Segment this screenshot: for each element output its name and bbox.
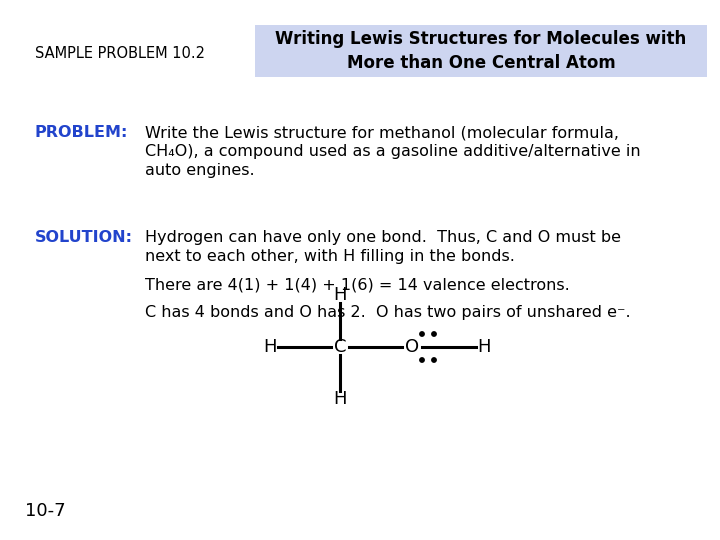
Text: Hydrogen can have only one bond.  Thus, C and O must be: Hydrogen can have only one bond. Thus, C… — [145, 230, 621, 245]
Circle shape — [420, 358, 424, 362]
Text: Write the Lewis structure for methanol (molecular formula,: Write the Lewis structure for methanol (… — [145, 125, 619, 140]
Text: SOLUTION:: SOLUTION: — [35, 230, 133, 245]
Text: auto engines.: auto engines. — [145, 163, 255, 178]
Text: next to each other, with H filling in the bonds.: next to each other, with H filling in th… — [145, 249, 515, 264]
Text: SAMPLE PROBLEM 10.2: SAMPLE PROBLEM 10.2 — [35, 45, 205, 60]
Text: 10-7: 10-7 — [25, 502, 66, 520]
Text: Writing Lewis Structures for Molecules with
More than One Central Atom: Writing Lewis Structures for Molecules w… — [275, 30, 687, 72]
FancyBboxPatch shape — [255, 25, 707, 77]
Text: H: H — [333, 390, 347, 408]
Text: H: H — [333, 286, 347, 304]
Text: C: C — [334, 338, 346, 356]
Circle shape — [432, 358, 436, 362]
Text: H: H — [264, 338, 276, 356]
Text: H: H — [477, 338, 491, 356]
Text: PROBLEM:: PROBLEM: — [35, 125, 128, 140]
Text: O: O — [405, 338, 419, 356]
Circle shape — [420, 332, 424, 336]
Text: C has 4 bonds and O has 2.  O has two pairs of unshared e⁻.: C has 4 bonds and O has 2. O has two pai… — [145, 305, 631, 320]
Text: There are 4(1) + 1(4) + 1(6) = 14 valence electrons.: There are 4(1) + 1(4) + 1(6) = 14 valenc… — [145, 278, 570, 293]
Circle shape — [432, 332, 436, 336]
Text: CH₄O), a compound used as a gasoline additive/alternative in: CH₄O), a compound used as a gasoline add… — [145, 144, 641, 159]
